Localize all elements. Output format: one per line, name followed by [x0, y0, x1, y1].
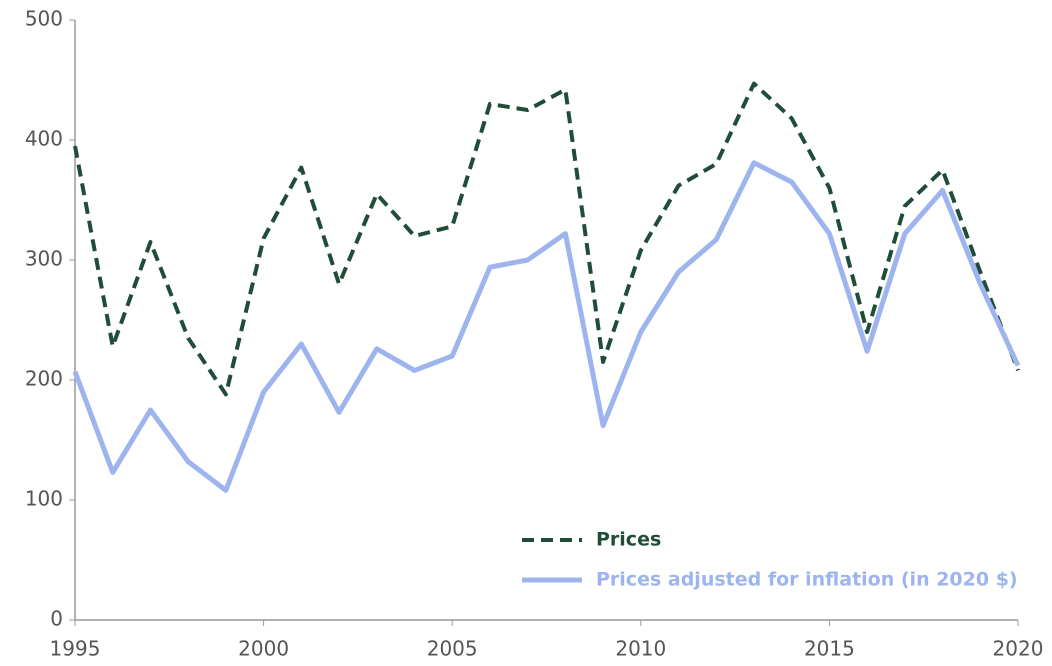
y-tick-label: 500 — [25, 7, 63, 31]
x-tick-label: 1995 — [50, 637, 101, 661]
x-tick-label: 2020 — [993, 637, 1044, 661]
x-tick-label: 2010 — [615, 637, 666, 661]
y-tick-label: 100 — [25, 487, 63, 511]
line-series — [73, 81, 1020, 397]
y-tick-label: 300 — [25, 247, 63, 271]
line-series — [72, 160, 1021, 493]
x-tick-label: 2005 — [427, 637, 478, 661]
legend-label: Prices — [596, 529, 661, 551]
y-tick-label: 200 — [25, 367, 63, 391]
y-tick-label: 400 — [25, 127, 63, 151]
x-tick-label: 2000 — [238, 637, 289, 661]
legend-label: Prices adjusted for inflation (in 2020 $… — [596, 569, 1018, 591]
y-tick-label: 0 — [50, 607, 63, 631]
x-tick-label: 2015 — [804, 637, 855, 661]
